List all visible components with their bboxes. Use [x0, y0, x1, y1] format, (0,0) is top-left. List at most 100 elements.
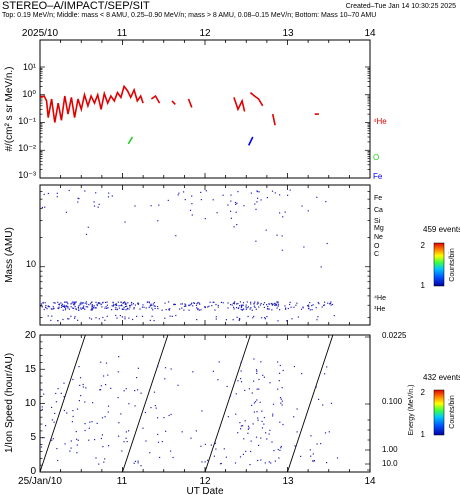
speed-point	[226, 385, 228, 388]
speed-point	[57, 459, 59, 462]
mass-point	[253, 305, 255, 307]
speed-point	[102, 446, 104, 448]
speed-point	[256, 411, 258, 413]
mass-point	[106, 307, 108, 309]
speed-point	[272, 413, 274, 415]
mass-point	[116, 309, 118, 311]
mass-point	[282, 216, 284, 218]
mass-point	[150, 205, 152, 207]
speed-point	[88, 427, 90, 429]
top-panel-frame	[39, 39, 371, 179]
speed-point	[125, 388, 127, 390]
mass-point	[115, 314, 117, 317]
middle-scatter-points	[40, 189, 335, 322]
mass-point	[184, 199, 186, 201]
mass-point	[125, 303, 127, 305]
speed-point	[256, 399, 258, 401]
mass-point	[75, 301, 77, 303]
mass-point	[43, 193, 45, 195]
speed-point	[315, 386, 317, 388]
mass-point	[137, 302, 139, 304]
speed-point	[157, 433, 159, 436]
mass-point	[173, 303, 175, 306]
mass-point	[62, 318, 64, 321]
mass-point	[252, 317, 254, 319]
mass-point	[247, 315, 249, 318]
mass-point	[243, 308, 245, 310]
mass-point	[285, 308, 287, 310]
mass-point	[83, 307, 85, 309]
mass-point	[264, 318, 266, 320]
speed-point	[253, 411, 255, 413]
speed-point	[170, 413, 172, 415]
mass-point	[236, 202, 238, 204]
mass-point	[227, 204, 229, 206]
speed-point	[121, 450, 123, 452]
mass-point	[65, 301, 67, 303]
element-label-si: Si	[374, 218, 381, 225]
speed-point	[268, 461, 270, 463]
speed-point	[243, 438, 245, 440]
speed-point	[42, 437, 44, 439]
mass-point	[151, 304, 153, 306]
element-label-ca: Ca	[374, 207, 383, 214]
mass-point	[67, 318, 69, 320]
bottom-panel: 20 15 10 5 0 1/Ion Speed (hour/AU) 25/Ja…	[4, 330, 460, 495]
mass-point	[124, 221, 126, 223]
mass-point	[276, 301, 278, 303]
mass-point	[274, 304, 276, 306]
mass-point	[256, 191, 259, 193]
speed-point	[64, 443, 66, 445]
mass-point	[212, 301, 214, 303]
speed-point	[98, 463, 100, 465]
mass-point	[191, 302, 193, 304]
speed-point	[247, 432, 249, 434]
mass-point	[317, 316, 319, 318]
mass-point	[95, 301, 97, 303]
speed-point	[263, 423, 265, 425]
speed-point	[293, 416, 295, 418]
mass-point	[277, 302, 279, 304]
speed-point	[280, 398, 282, 400]
speed-point	[195, 430, 197, 432]
speed-point	[255, 369, 258, 371]
mass-point	[189, 209, 192, 211]
speed-point	[272, 415, 274, 417]
mass-point	[190, 303, 192, 305]
mass-point	[329, 302, 332, 304]
mass-point	[175, 235, 177, 237]
mass-point	[255, 308, 257, 310]
mass-point	[130, 302, 133, 304]
speed-point	[123, 390, 125, 392]
mass-point	[191, 203, 193, 205]
mass-point	[257, 302, 259, 304]
mass-point	[77, 306, 79, 308]
mass-point	[287, 194, 289, 196]
mass-point	[177, 194, 179, 196]
mass-point	[146, 301, 149, 303]
mass-point	[204, 218, 206, 220]
speed-point	[309, 449, 311, 451]
mass-point	[196, 303, 198, 305]
bottom-ytick-label: 10	[25, 398, 37, 409]
speed-point	[256, 370, 258, 372]
speed-point	[313, 460, 315, 462]
mass-point	[75, 308, 77, 311]
mass-point	[240, 304, 242, 306]
mid-colorbar-tick: 1	[421, 281, 426, 290]
mass-point	[46, 308, 48, 310]
speed-point	[55, 392, 57, 395]
mass-point	[191, 214, 193, 216]
mass-point	[197, 308, 199, 310]
mass-point	[53, 307, 55, 309]
speed-point	[128, 403, 130, 405]
speed-point	[310, 455, 312, 457]
mass-point	[233, 303, 235, 305]
speed-point	[101, 417, 104, 419]
mass-point	[88, 304, 90, 306]
mass-point	[44, 206, 46, 208]
mass-point	[266, 197, 268, 199]
mass-point	[260, 302, 262, 305]
mass-point	[161, 309, 163, 311]
dispersion-line	[39, 334, 86, 473]
